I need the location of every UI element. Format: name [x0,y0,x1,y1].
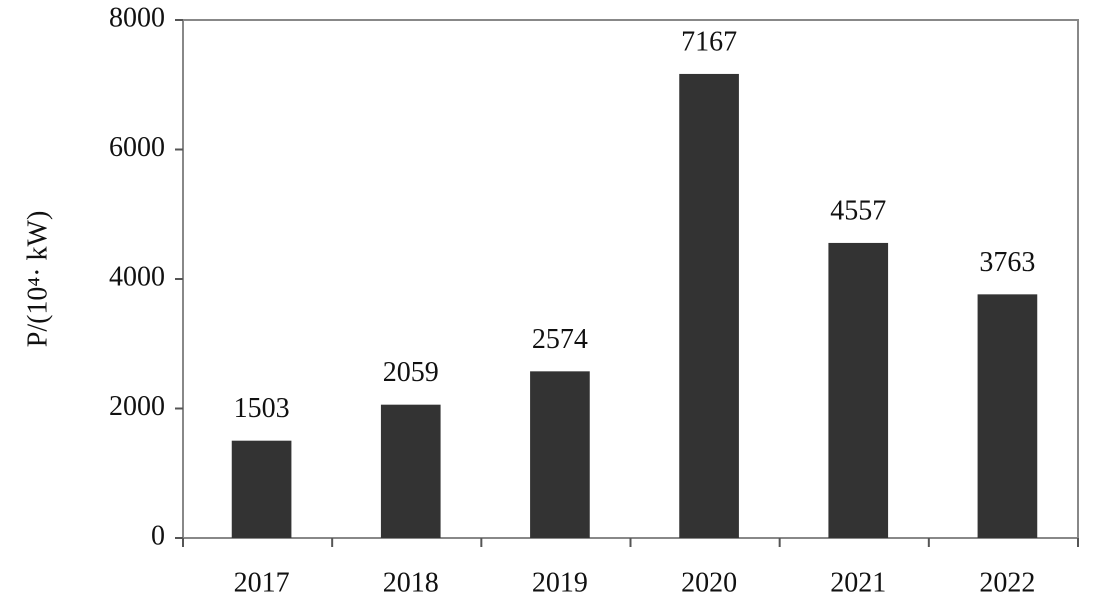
value-label: 2059 [383,357,439,388]
bar [828,242,889,538]
x-tick-label: 2022 [979,567,1035,598]
bar [530,371,590,538]
bar [231,440,292,538]
x-tick-label: 2018 [383,567,439,598]
x-tick-label: 2019 [532,567,588,598]
bar [380,404,441,538]
x-tick-label: 2017 [234,567,290,598]
x-tick-label: 2021 [830,567,886,598]
value-label: 1503 [234,393,290,424]
y-tick-label: 6000 [109,132,165,163]
value-label: 2574 [532,324,588,355]
bar [679,73,739,538]
value-label: 7167 [681,26,737,57]
y-tick-label: 8000 [109,2,165,33]
y-tick-label: 4000 [109,261,165,292]
value-label: 3763 [979,247,1035,278]
y-tick-label: 2000 [109,391,165,422]
x-tick-label: 2020 [681,567,737,598]
plot-frame [182,19,1079,539]
bar [977,294,1038,538]
y-axis-label: P/(10⁴· kW) [22,211,53,348]
y-tick-label: 0 [151,520,165,551]
value-label: 4557 [830,195,886,226]
